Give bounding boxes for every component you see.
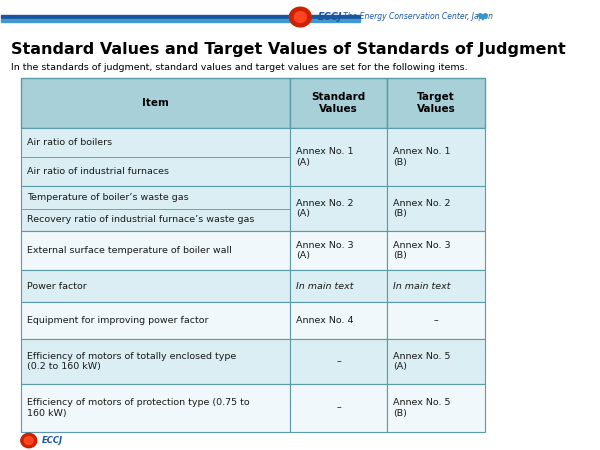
Bar: [22, 302, 290, 339]
Bar: [22, 78, 290, 128]
Circle shape: [289, 7, 311, 27]
Text: Efficiency of motors of protection type (0.75 to
160 kW): Efficiency of motors of protection type …: [27, 398, 250, 418]
Text: Annex No. 3
(B): Annex No. 3 (B): [394, 241, 451, 261]
Text: Annex No. 1
(B): Annex No. 1 (B): [394, 147, 451, 166]
Text: Annex No. 2
(A): Annex No. 2 (A): [296, 199, 353, 218]
Text: Temperature of boiler’s waste gas: Temperature of boiler’s waste gas: [27, 193, 189, 202]
Text: –: –: [434, 316, 439, 325]
Text: In the standards of judgment, standard values and target values are set for the : In the standards of judgment, standard v…: [11, 63, 468, 72]
Bar: [1, 15, 360, 18]
Text: –: –: [337, 357, 341, 366]
Text: Annex No. 3
(A): Annex No. 3 (A): [296, 241, 353, 261]
Bar: [388, 78, 485, 128]
Circle shape: [21, 433, 37, 448]
Bar: [388, 186, 485, 231]
Bar: [22, 128, 290, 186]
Bar: [290, 231, 388, 270]
Bar: [1, 19, 360, 22]
Text: Equipment for improving power factor: Equipment for improving power factor: [27, 316, 209, 325]
Text: Standard
Values: Standard Values: [311, 92, 366, 114]
Bar: [388, 339, 485, 384]
Text: Item: Item: [142, 98, 169, 108]
Circle shape: [295, 12, 306, 22]
Text: ECCJ: ECCJ: [318, 12, 342, 22]
Text: –: –: [337, 403, 341, 412]
Text: Air ratio of boilers: Air ratio of boilers: [27, 138, 112, 147]
Bar: [388, 384, 485, 432]
Bar: [388, 270, 485, 302]
Text: ECCJ: ECCJ: [42, 436, 64, 445]
Text: Annex No. 2
(B): Annex No. 2 (B): [394, 199, 451, 218]
Bar: [22, 231, 290, 270]
Bar: [388, 128, 485, 186]
Text: The Energy Conservation Center, Japan: The Energy Conservation Center, Japan: [343, 12, 493, 21]
Text: ❤: ❤: [476, 10, 488, 24]
Text: Target
Values: Target Values: [416, 92, 455, 114]
Bar: [290, 270, 388, 302]
Bar: [388, 302, 485, 339]
Bar: [22, 186, 290, 231]
Text: Annex No. 4: Annex No. 4: [296, 316, 353, 325]
Bar: [22, 270, 290, 302]
Text: Power factor: Power factor: [27, 282, 87, 291]
Bar: [290, 78, 388, 128]
Circle shape: [25, 436, 33, 445]
Text: In main text: In main text: [296, 282, 353, 291]
Text: Annex No. 1
(A): Annex No. 1 (A): [296, 147, 353, 166]
Bar: [290, 384, 388, 432]
Text: Air ratio of industrial furnaces: Air ratio of industrial furnaces: [27, 167, 169, 176]
Text: Standard Values and Target Values of Standards of Judgment: Standard Values and Target Values of Sta…: [11, 42, 566, 57]
Text: Annex No. 5
(B): Annex No. 5 (B): [394, 398, 451, 418]
Text: External surface temperature of boiler wall: External surface temperature of boiler w…: [27, 246, 232, 255]
Bar: [290, 186, 388, 231]
Bar: [22, 339, 290, 384]
Bar: [290, 339, 388, 384]
Bar: [290, 302, 388, 339]
Text: Recovery ratio of industrial furnace’s waste gas: Recovery ratio of industrial furnace’s w…: [27, 216, 254, 225]
Bar: [290, 128, 388, 186]
Text: Annex No. 5
(A): Annex No. 5 (A): [394, 352, 451, 371]
Text: In main text: In main text: [394, 282, 451, 291]
Bar: [22, 384, 290, 432]
Text: Efficiency of motors of totally enclosed type
(0.2 to 160 kW): Efficiency of motors of totally enclosed…: [27, 352, 236, 371]
Bar: [388, 231, 485, 270]
